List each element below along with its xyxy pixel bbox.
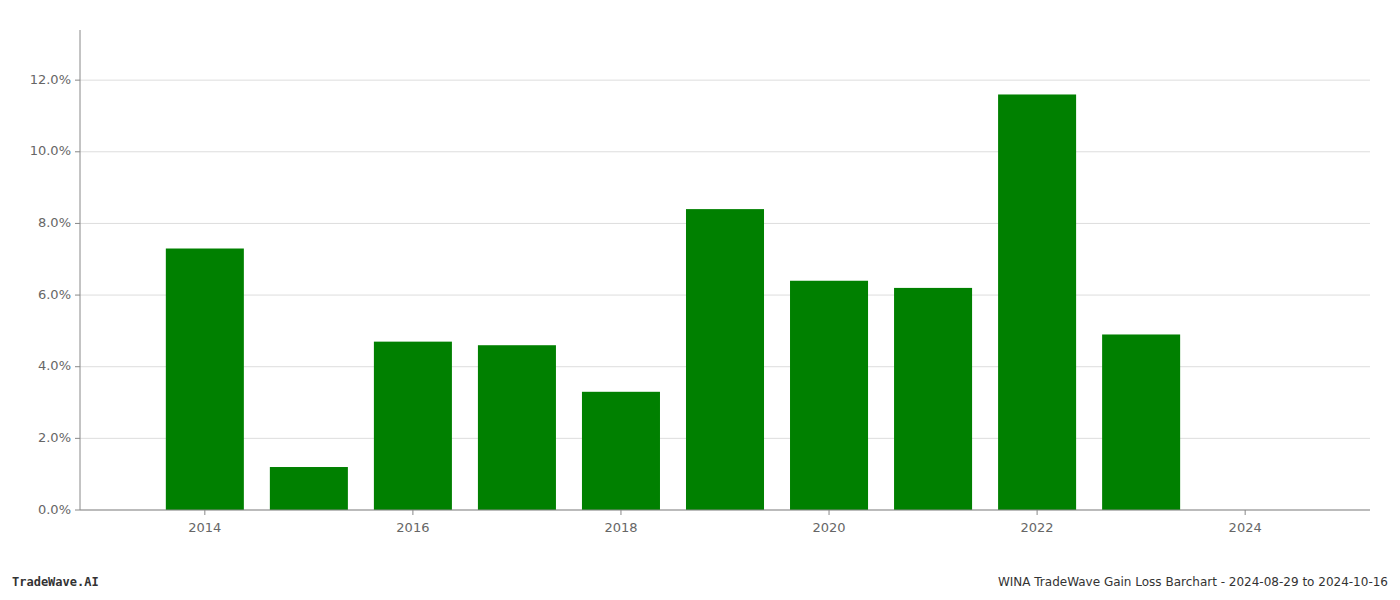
x-tick-label: 2014 [188, 520, 221, 535]
x-tick-label: 2022 [1021, 520, 1054, 535]
y-tick-label: 0.0% [38, 502, 71, 517]
x-tick-label: 2016 [396, 520, 429, 535]
grid-line [80, 510, 1370, 511]
y-tick [75, 151, 80, 152]
y-grid [80, 80, 1370, 510]
bar [1102, 334, 1180, 510]
bar [686, 209, 764, 510]
y-tick-label: 2.0% [38, 430, 71, 445]
bar [478, 345, 556, 510]
y-tick [75, 438, 80, 439]
footer-right: WINA TradeWave Gain Loss Barchart - 2024… [998, 575, 1388, 589]
y-tick [75, 366, 80, 367]
bars [166, 94, 1180, 510]
x-tick [204, 510, 205, 515]
y-tick-label: 6.0% [38, 287, 71, 302]
bar [894, 288, 972, 510]
x-tick-label: 2018 [604, 520, 637, 535]
grid-line [80, 80, 1370, 81]
y-tick [75, 80, 80, 81]
y-tick-label: 12.0% [30, 72, 71, 87]
x-axis-line [80, 510, 1370, 511]
bar [270, 467, 348, 510]
x-tick-label: 2024 [1229, 520, 1262, 535]
x-tick [1245, 510, 1246, 515]
bar [998, 94, 1076, 510]
y-tick [75, 295, 80, 296]
y-tick [75, 223, 80, 224]
x-tick [1037, 510, 1038, 515]
y-tick-label: 10.0% [30, 143, 71, 158]
x-tick [829, 510, 830, 515]
y-tick-label: 4.0% [38, 358, 71, 373]
y-axis: 0.0% 2.0% 4.0% 6.0% 8.0% 10.0% 12.0% [30, 30, 80, 517]
y-axis-line [80, 30, 81, 510]
bar [166, 249, 244, 510]
x-axis: 2014 2016 2018 2020 2022 2024 [80, 510, 1370, 535]
x-tick-label: 2020 [812, 520, 845, 535]
chart: 0.0%2.0%4.0%6.0%8.0%10.0%12.0%2014201620… [0, 0, 1400, 600]
bar [374, 342, 452, 510]
bar [790, 281, 868, 510]
grid-line [80, 151, 1370, 152]
footer-left: TradeWave.AI [12, 575, 99, 589]
x-tick [620, 510, 621, 515]
bar [582, 392, 660, 510]
x-tick [412, 510, 413, 515]
y-tick [75, 510, 80, 511]
y-tick-label: 8.0% [38, 215, 71, 230]
